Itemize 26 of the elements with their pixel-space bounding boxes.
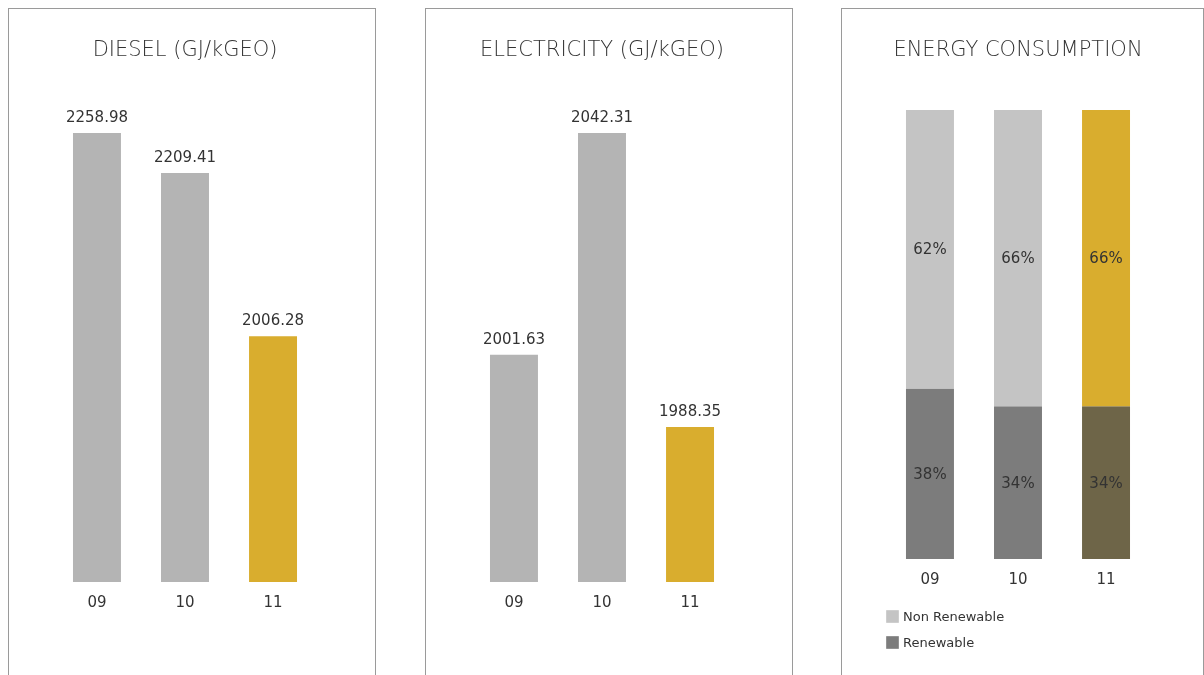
chart-title: ENERGY CONSUMPTION [893, 37, 1143, 61]
data-label: 62% [913, 240, 947, 259]
data-label: 66% [1001, 249, 1035, 268]
x-tick-label: 10 [1008, 569, 1028, 588]
data-label: 2209.41 [153, 147, 217, 166]
data-label: 66% [1089, 249, 1123, 268]
data-label: 34% [1001, 473, 1035, 492]
x-tick-label: 10 [175, 592, 195, 611]
x-tick-label: 11 [1096, 569, 1116, 588]
x-tick-label: 11 [680, 592, 700, 611]
x-tick-label: 09 [504, 592, 524, 611]
data-label: 2042.31 [570, 108, 634, 126]
data-label: 2006.28 [242, 311, 305, 330]
data-label: 2258.98 [65, 108, 128, 126]
data-label: 34% [1089, 473, 1123, 492]
chart-title: DIESEL (GJ/kGEO) [92, 37, 278, 61]
x-tick-label: 09 [87, 592, 107, 611]
x-tick-label: 10 [592, 592, 612, 611]
x-tick-label: 09 [920, 569, 940, 588]
data-label: 1988.35 [659, 401, 722, 420]
data-label: 2001.63 [482, 329, 545, 348]
data-label: 38% [913, 464, 947, 483]
legend-label: Non Renewable [903, 608, 1005, 624]
x-tick-label: 11 [263, 592, 283, 611]
legend-label: Renewable [903, 634, 975, 650]
chart-title: ELECTRICITY (GJ/kGEO) [480, 37, 724, 61]
